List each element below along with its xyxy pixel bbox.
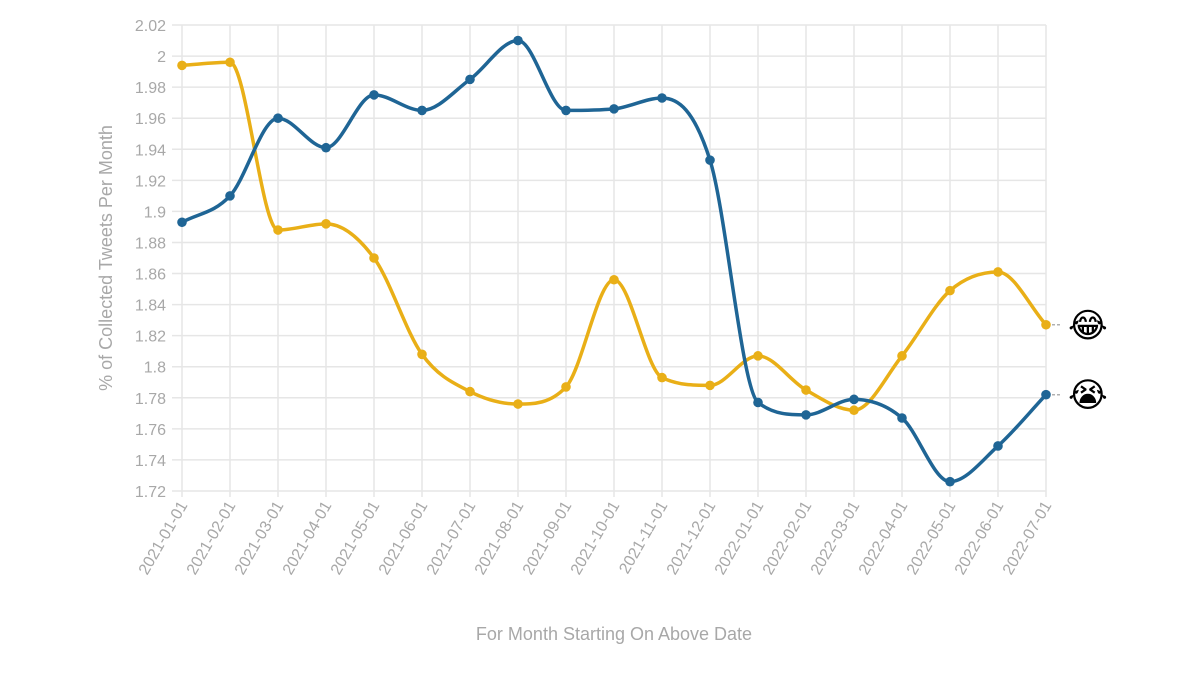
data-point <box>945 476 955 487</box>
data-point <box>513 399 523 409</box>
x-axis-title: For Month Starting On Above Date <box>476 624 752 644</box>
series-end-labels: 😂😭 <box>1052 306 1108 416</box>
x-tick-label: 2021-11-01 <box>616 498 671 576</box>
data-point <box>225 191 235 201</box>
y-axis-ticks: 1.72 1.74 1.76 1.78 1.8 1.82 1.84 1.86 1.88 1.9 1.… <box>135 18 166 501</box>
data-point <box>609 104 619 114</box>
x-tick-label: 2021-07-01 <box>424 498 480 577</box>
y-tick-label: 1.76 <box>135 422 166 439</box>
x-tick-label: 2021-10-01 <box>568 498 624 577</box>
series-emoji-label: 😭 <box>1068 376 1108 416</box>
x-tick-label: 2022-05-01 <box>904 498 960 577</box>
data-point <box>897 413 907 423</box>
y-tick-label: 1.82 <box>135 329 166 346</box>
data-point <box>801 385 811 395</box>
data-point <box>561 105 571 116</box>
data-point <box>849 394 859 405</box>
y-tick-label: 2.02 <box>135 18 166 35</box>
grid <box>172 24 1047 497</box>
data-point <box>273 113 283 123</box>
data-point <box>561 382 571 392</box>
y-axis-title: % of Collected Tweets Per Month <box>96 125 116 391</box>
x-tick-label: 2021-06-01 <box>376 498 432 577</box>
data-point <box>945 285 955 296</box>
x-tick-label: 2021-03-01 <box>232 498 288 577</box>
data-point <box>705 380 715 391</box>
y-tick-label: 1.94 <box>135 142 166 159</box>
y-tick-label: 1.84 <box>135 298 166 315</box>
x-tick-label: 2021-08-01 <box>472 498 528 577</box>
data-point <box>849 405 859 416</box>
data-point <box>417 349 427 360</box>
data-point <box>705 155 715 165</box>
y-tick-label: 1.78 <box>135 391 166 408</box>
x-tick-label: 2022-01-01 <box>712 498 768 577</box>
data-point <box>177 60 187 71</box>
data-point <box>753 397 763 408</box>
data-point <box>321 142 331 153</box>
data-point <box>753 351 763 361</box>
data-point <box>993 441 1003 451</box>
y-tick-label: 1.96 <box>135 111 166 128</box>
y-tick-label: 1.74 <box>135 453 166 470</box>
x-tick-label: 2022-03-01 <box>808 498 864 577</box>
y-tick-label: 1.8 <box>144 360 166 377</box>
data-point <box>801 410 811 420</box>
x-tick-label: 2022-04-01 <box>856 498 912 577</box>
data-point <box>1041 389 1051 400</box>
data-point <box>225 57 235 68</box>
data-point <box>657 93 667 103</box>
data-point <box>369 90 379 100</box>
data-point <box>369 253 379 263</box>
y-tick-label: 1.98 <box>135 80 166 97</box>
y-tick-label: 2 <box>157 49 166 66</box>
y-tick-label: 1.86 <box>135 267 166 284</box>
data-point <box>1041 319 1051 330</box>
x-tick-label: 2021-04-01 <box>280 498 336 577</box>
data-point <box>897 351 907 361</box>
data-point <box>609 274 619 285</box>
y-tick-label: 1.72 <box>135 484 166 501</box>
data-point <box>417 105 427 116</box>
data-point <box>657 372 667 383</box>
y-tick-label: 1.9 <box>144 204 166 221</box>
x-tick-label: 2021-05-01 <box>328 498 384 577</box>
x-tick-label: 2022-07-01 <box>1000 498 1056 577</box>
x-tick-label: 2021-09-01 <box>520 498 576 577</box>
data-point <box>321 219 331 229</box>
series-points <box>177 35 1051 487</box>
data-point <box>513 35 523 46</box>
data-point <box>993 267 1003 277</box>
series-emoji-label: 😂 <box>1068 306 1108 346</box>
x-tick-label: 2021-01-01 <box>136 498 192 577</box>
data-point <box>465 74 475 85</box>
x-tick-label: 2021-12-01 <box>664 498 720 577</box>
data-point <box>273 225 283 235</box>
y-tick-label: 1.88 <box>135 235 166 252</box>
y-tick-label: 1.92 <box>135 173 166 190</box>
data-point <box>465 386 475 397</box>
data-point <box>177 217 187 228</box>
x-tick-label: 2022-06-01 <box>952 498 1008 577</box>
x-tick-label: 2021-02-01 <box>184 498 240 577</box>
x-axis-ticks: 2021-01-012021-02-012021-03-012021-04-01… <box>136 498 1056 577</box>
x-tick-label: 2022-02-01 <box>760 498 816 577</box>
